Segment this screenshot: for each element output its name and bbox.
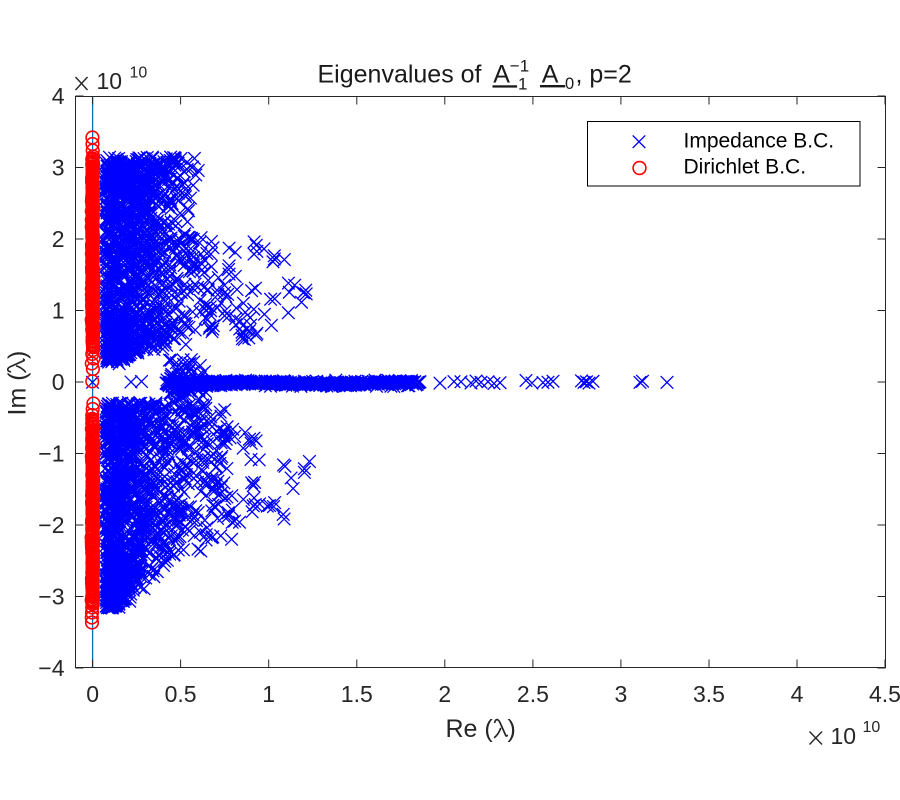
svg-text:1: 1 bbox=[52, 298, 65, 324]
svg-text:10: 10 bbox=[863, 719, 881, 736]
svg-text:3: 3 bbox=[52, 155, 65, 181]
svg-text:3.5: 3.5 bbox=[693, 681, 725, 707]
svg-text:Impedance B.C.: Impedance B.C. bbox=[684, 129, 835, 152]
svg-text:Re (: Re ( bbox=[446, 715, 494, 743]
svg-text:Im (: Im ( bbox=[3, 372, 31, 416]
svg-text:10: 10 bbox=[130, 65, 148, 82]
svg-text:0.5: 0.5 bbox=[165, 681, 197, 707]
svg-text:−3: −3 bbox=[38, 584, 64, 610]
svg-text:2.5: 2.5 bbox=[517, 681, 549, 707]
svg-text:4: 4 bbox=[791, 681, 804, 707]
svg-text:2: 2 bbox=[438, 681, 451, 707]
svg-text:−1: −1 bbox=[510, 57, 529, 76]
svg-text:A: A bbox=[542, 61, 559, 89]
svg-text:−1: −1 bbox=[38, 441, 64, 467]
svg-text:0: 0 bbox=[52, 369, 65, 395]
svg-text:10: 10 bbox=[831, 723, 857, 749]
svg-text:Eigenvalues of: Eigenvalues of bbox=[318, 60, 482, 88]
svg-text:0: 0 bbox=[565, 75, 574, 93]
svg-text:3: 3 bbox=[615, 681, 628, 707]
svg-text:1: 1 bbox=[518, 75, 527, 94]
svg-text:−2: −2 bbox=[38, 512, 64, 538]
svg-text:, p=2: , p=2 bbox=[576, 61, 632, 89]
svg-text:A: A bbox=[493, 60, 510, 88]
svg-text:−4: −4 bbox=[38, 655, 64, 681]
svg-text:4.5: 4.5 bbox=[869, 681, 900, 707]
svg-text:): ) bbox=[508, 715, 516, 743]
svg-text:10: 10 bbox=[97, 68, 123, 94]
svg-text:0: 0 bbox=[86, 681, 99, 707]
svg-text:4: 4 bbox=[52, 83, 65, 109]
svg-text:2: 2 bbox=[52, 226, 65, 252]
svg-text:1: 1 bbox=[262, 681, 275, 707]
svg-text:): ) bbox=[3, 351, 31, 359]
svg-text:1.5: 1.5 bbox=[341, 681, 373, 707]
svg-text:Dirichlet B.C.: Dirichlet B.C. bbox=[684, 156, 807, 179]
